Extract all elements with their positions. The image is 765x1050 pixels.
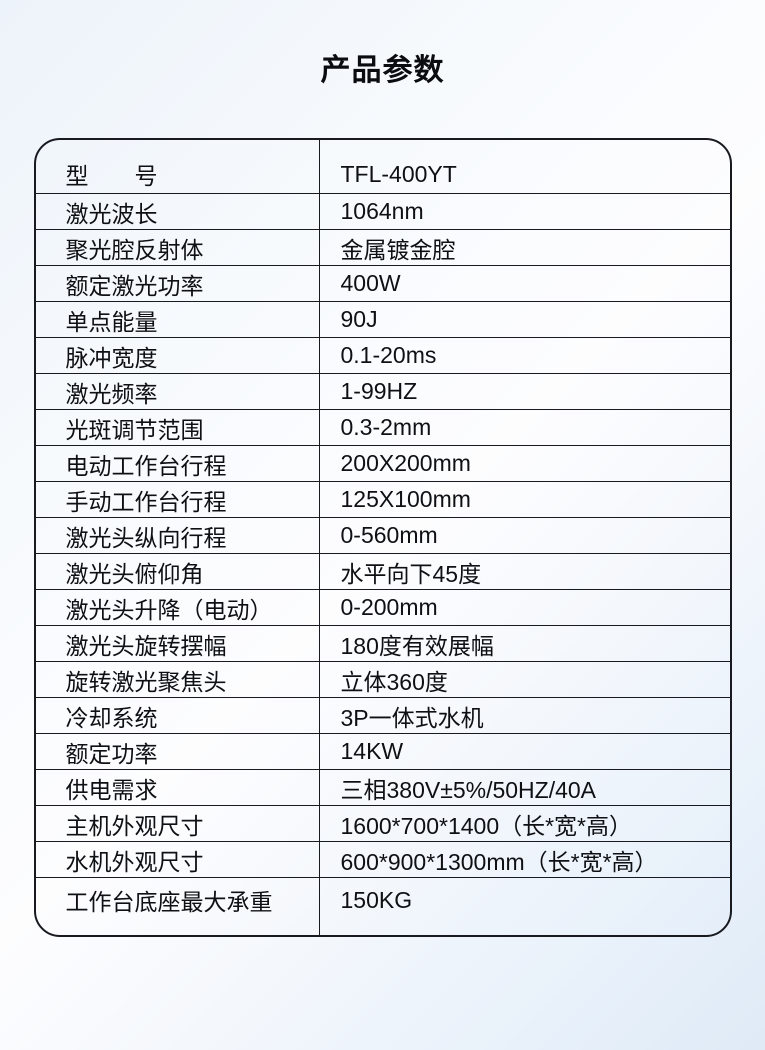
- table-row: 激光头旋转摆幅 180度有效展幅: [35, 625, 730, 661]
- spec-label: 额定功率: [36, 734, 320, 769]
- table-row: 激光头纵向行程 0-560mm: [35, 517, 730, 553]
- table-row: 供电需求 三相380V±5%/50HZ/40A: [35, 769, 730, 805]
- spec-value: 0-200mm: [340, 594, 438, 620]
- spec-value: 金属镀金腔: [340, 236, 456, 263]
- spec-value: 立体360度: [340, 668, 448, 695]
- spec-label: 聚光腔反射体: [36, 230, 320, 265]
- table-row: 手动工作台行程 125X100mm: [35, 481, 730, 517]
- spec-label: 型 号: [36, 140, 320, 193]
- table-row: 旋转激光聚焦头 立体360度: [35, 661, 730, 697]
- spec-label: 光斑调节范围: [36, 410, 320, 445]
- table-row: 激光头升降（电动） 0-200mm: [35, 589, 730, 625]
- table-row: 主机外观尺寸 1600*700*1400（长*宽*高）: [35, 805, 730, 841]
- table-row: 工作台底座最大承重 150KG: [35, 877, 730, 935]
- spec-label: 供电需求: [36, 770, 320, 805]
- spec-label: 水机外观尺寸: [36, 842, 320, 877]
- spec-value: 200X200mm: [340, 450, 471, 476]
- spec-label: 冷却系统: [36, 698, 320, 733]
- table-row: 激光波长 1064nm: [35, 193, 730, 229]
- spec-label: 旋转激光聚焦头: [36, 662, 320, 697]
- spec-value: 1600*700*1400（长*宽*高）: [340, 812, 633, 839]
- spec-value: TFL-400YT: [340, 160, 457, 187]
- table-row: 聚光腔反射体 金属镀金腔: [35, 229, 730, 265]
- spec-label: 手动工作台行程: [36, 482, 320, 517]
- spec-value: 90J: [340, 306, 378, 332]
- spec-value: 水平向下45度: [340, 560, 482, 587]
- table-row: 激光头俯仰角 水平向下45度: [35, 553, 730, 589]
- table-row: 额定激光功率 400W: [35, 265, 730, 301]
- spec-value: 0.3-2mm: [340, 414, 432, 440]
- spec-label: 脉冲宽度: [36, 338, 320, 373]
- spec-label: 激光头升降（电动）: [36, 590, 320, 625]
- table-row: 光斑调节范围 0.3-2mm: [35, 409, 730, 445]
- table-row: 单点能量 90J: [35, 301, 730, 337]
- spec-label: 主机外观尺寸: [36, 806, 320, 841]
- spec-table: 型 号 TFL-400YT 激光波长 1064nm 聚光腔反射体 金属镀金腔 额…: [33, 138, 732, 937]
- table-row: 脉冲宽度 0.1-20ms: [35, 337, 730, 373]
- table-row: 型 号 TFL-400YT: [36, 140, 730, 193]
- table-row: 激光频率 1-99HZ: [35, 373, 730, 409]
- spec-value: 3P一体式水机: [340, 704, 484, 731]
- spec-value: 400W: [340, 270, 401, 296]
- spec-label: 激光头俯仰角: [36, 554, 320, 589]
- table-row: 水机外观尺寸 600*900*1300mm（长*宽*高）: [35, 841, 730, 877]
- spec-value: 600*900*1300mm（长*宽*高）: [340, 848, 658, 875]
- spec-value: 14KW: [340, 738, 404, 764]
- spec-value: 0.1-20ms: [340, 342, 437, 368]
- table-row: 额定功率 14KW: [35, 733, 730, 769]
- spec-value: 1064nm: [340, 198, 424, 224]
- spec-label: 激光波长: [36, 194, 320, 229]
- spec-value: 0-560mm: [340, 522, 438, 548]
- spec-value: 180度有效展幅: [340, 632, 494, 659]
- spec-label: 电动工作台行程: [36, 446, 320, 481]
- table-row: 冷却系统 3P一体式水机: [35, 697, 730, 733]
- spec-label: 激光头纵向行程: [36, 518, 320, 553]
- page-title: 产品参数: [320, 54, 445, 87]
- spec-label: 激光频率: [36, 374, 320, 409]
- spec-value: 三相380V±5%/50HZ/40A: [340, 776, 597, 803]
- spec-label: 单点能量: [36, 302, 320, 337]
- spec-label: 激光头旋转摆幅: [36, 626, 320, 661]
- spec-label: 额定激光功率: [36, 266, 320, 301]
- spec-value: 125X100mm: [340, 486, 471, 512]
- table-row: 电动工作台行程 200X200mm: [35, 445, 730, 481]
- spec-value: 1-99HZ: [340, 378, 418, 404]
- spec-label: 工作台底座最大承重: [36, 878, 320, 935]
- spec-value: 150KG: [340, 886, 413, 913]
